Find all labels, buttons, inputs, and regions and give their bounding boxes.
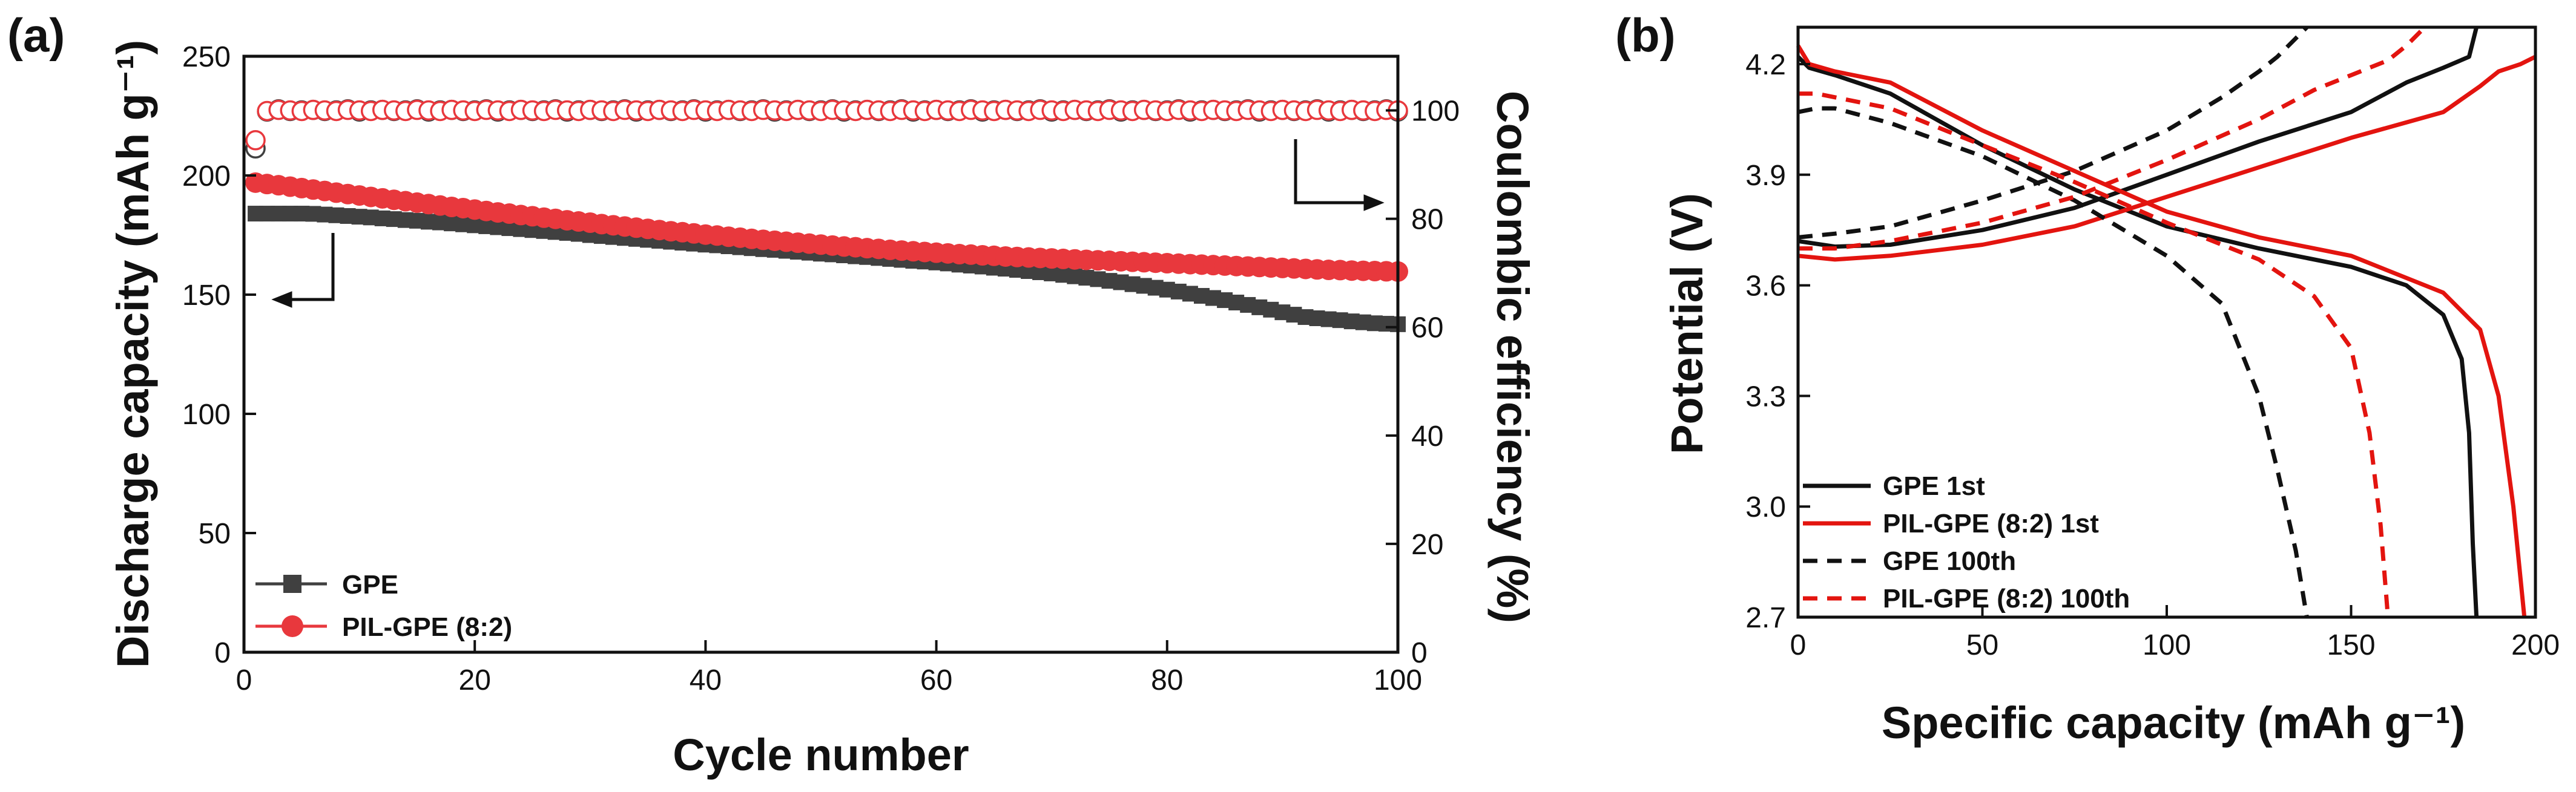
x-tick-label: 150 — [2327, 629, 2375, 661]
x-tick-label: 40 — [690, 664, 722, 696]
discharge-curve — [1796, 44, 2527, 618]
curve-1-pil-gpe-8-2-1st — [1796, 44, 2537, 618]
panel-a-x-axis-title: Cycle number — [673, 730, 969, 780]
y2-tick-label: 20 — [1411, 529, 1443, 561]
discharge-curve — [1796, 55, 2479, 618]
curve-3-pil-gpe-8-2-100th — [1798, 25, 2426, 618]
charge-curve — [1798, 25, 2426, 251]
x-tick-label: 100 — [1374, 664, 1422, 696]
data-point — [245, 130, 266, 151]
legend-label: PIL-GPE (8:2) 100th — [1883, 584, 2130, 614]
panel-b-x-ticks: 0 50 100 150 200 — [1790, 605, 2560, 661]
y-tick-label: 4.2 — [1745, 49, 1786, 81]
charge-curve — [1797, 54, 2537, 262]
y-tick-label: 0 — [214, 637, 231, 669]
y-tick-label: 3.9 — [1745, 160, 1786, 192]
y-tick-label: 250 — [182, 41, 231, 73]
y-tick-label: 100 — [182, 399, 231, 431]
legend-label: GPE 1st — [1883, 471, 1985, 501]
y2-tick-label: 0 — [1411, 637, 1428, 669]
y2-tick-label: 80 — [1411, 204, 1443, 236]
x-tick-label: 20 — [459, 664, 491, 696]
panel-b-label: (b) — [1615, 8, 1676, 62]
x-tick-label: 0 — [1790, 629, 1807, 661]
x-tick-label: 80 — [1151, 664, 1183, 696]
panel-a-chart: 0 20 40 60 80 100 0 50 100 150 200 250 0 20 40 60 80 10… — [108, 40, 1538, 780]
arrow-to-right-axis — [1294, 139, 1385, 211]
series-1-pil-gpe-8-2- — [245, 172, 1408, 282]
y2-tick-label: 100 — [1411, 96, 1460, 128]
panel-b-chart: 0 50 100 150 200 2.7 3.0 3.3 3.6 3.9 4.2 Specific… — [1662, 25, 2560, 748]
panel-a-y-ticks: 0 50 100 150 200 250 — [182, 41, 256, 669]
panel-a-y2-axis-title: Coulombic efficiency (%) — [1487, 91, 1538, 623]
panel-a-frame — [242, 54, 1400, 654]
panel-b-plot-area — [1796, 25, 2537, 618]
legend-marker — [282, 615, 303, 637]
x-tick-label: 100 — [2143, 629, 2191, 661]
legend-label: GPE 100th — [1883, 546, 2016, 576]
legend-label: PIL-GPE (8:2) — [342, 612, 512, 642]
panel-b-x-axis-title: Specific capacity (mAh g⁻¹) — [1882, 698, 2465, 748]
curve-2-gpe-100th — [1797, 25, 2309, 618]
y2-tick-label: 60 — [1411, 312, 1443, 344]
y-tick-label: 3.0 — [1745, 491, 1786, 523]
y2-tick-label: 40 — [1411, 421, 1443, 453]
panel-b-y-axis-title: Potential (V) — [1662, 193, 1712, 454]
legend-label: GPE — [342, 570, 398, 600]
y-tick-label: 150 — [182, 280, 231, 312]
y-tick-label: 3.6 — [1745, 270, 1786, 303]
discharge-curve — [1798, 91, 2390, 618]
panel-b-y-ticks: 2.7 3.0 3.3 3.6 3.9 4.2 — [1745, 49, 1810, 634]
arrow-to-left-axis — [271, 233, 335, 308]
panel-a-legend: GPE PIL-GPE (8:2) — [255, 570, 512, 642]
charge-curve — [1797, 25, 2308, 240]
y-tick-label: 2.7 — [1745, 602, 1786, 634]
panel-b-legend: GPE 1st PIL-GPE (8:2) 1st GPE 100th PIL-GPE… — [1803, 471, 2130, 614]
x-tick-label: 60 — [920, 664, 952, 696]
panel-a-y2-ticks: 0 20 40 60 80 100 — [1386, 96, 1460, 669]
legend-label: PIL-GPE (8:2) 1st — [1883, 509, 2099, 538]
y-tick-label: 50 — [199, 518, 231, 550]
panel-a-label: (a) — [7, 8, 65, 62]
panel-a-y-axis-title: Discharge capacity (mAh g⁻¹) — [108, 40, 158, 668]
x-tick-label: 0 — [236, 664, 252, 696]
x-tick-label: 200 — [2511, 629, 2560, 661]
y-tick-label: 3.3 — [1745, 381, 1786, 413]
series-3-pil-gpe-8-2-ce — [245, 99, 1408, 151]
legend-marker — [283, 575, 301, 593]
y-tick-label: 200 — [182, 160, 231, 192]
x-tick-label: 50 — [1966, 629, 1998, 661]
charge-curve — [1797, 27, 2479, 249]
curve-0-gpe-1st — [1796, 27, 2479, 618]
panel-a-plot-area — [245, 99, 1408, 332]
discharge-curve — [1797, 106, 2309, 618]
panel-a-x-ticks: 0 20 40 60 80 100 — [236, 640, 1422, 696]
